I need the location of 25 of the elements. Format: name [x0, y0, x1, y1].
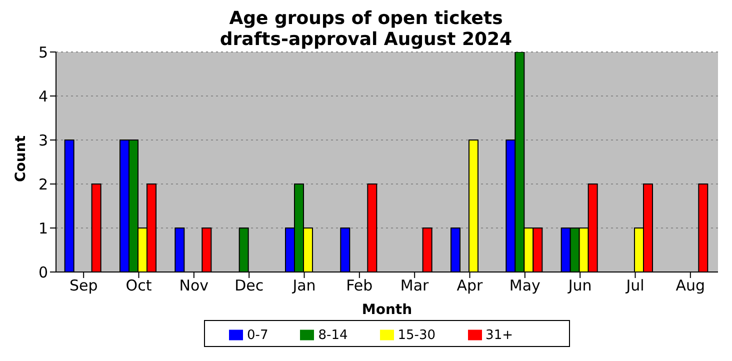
legend-label: 31+: [486, 328, 513, 343]
x-tick-label: Aug: [676, 276, 706, 295]
chart-title: Age groups of open tickets drafts-approval August 2024: [218, 8, 514, 50]
y-tick-label: 1: [38, 219, 48, 238]
x-tick-label: Jan: [292, 276, 316, 295]
legend-label: 15-30: [398, 328, 436, 343]
y-tick-label: 4: [38, 87, 48, 106]
x-tick-label: Feb: [346, 276, 373, 295]
legend-label: 0-7: [247, 328, 268, 343]
legend-label: 8-14: [318, 328, 348, 343]
y-tick-label: 5: [38, 43, 48, 62]
x-tick-label: May: [509, 276, 541, 295]
x-tick-label: Sep: [69, 276, 98, 295]
x-tick-label: Jun: [567, 276, 592, 295]
y-axis-title: Count: [12, 135, 29, 182]
y-tick-label: 3: [38, 131, 48, 150]
x-tick-label: Oct: [126, 276, 152, 295]
y-tick-label: 0: [38, 263, 48, 282]
x-tick-label: Dec: [234, 276, 264, 295]
x-tick-label: Nov: [179, 276, 209, 295]
x-tick-label: Mar: [400, 276, 430, 295]
x-tick-label: Jul: [625, 276, 644, 295]
y-tick-label: 2: [38, 175, 48, 194]
x-tick-label: Apr: [456, 276, 484, 295]
x-axis-title: Month: [362, 302, 412, 318]
